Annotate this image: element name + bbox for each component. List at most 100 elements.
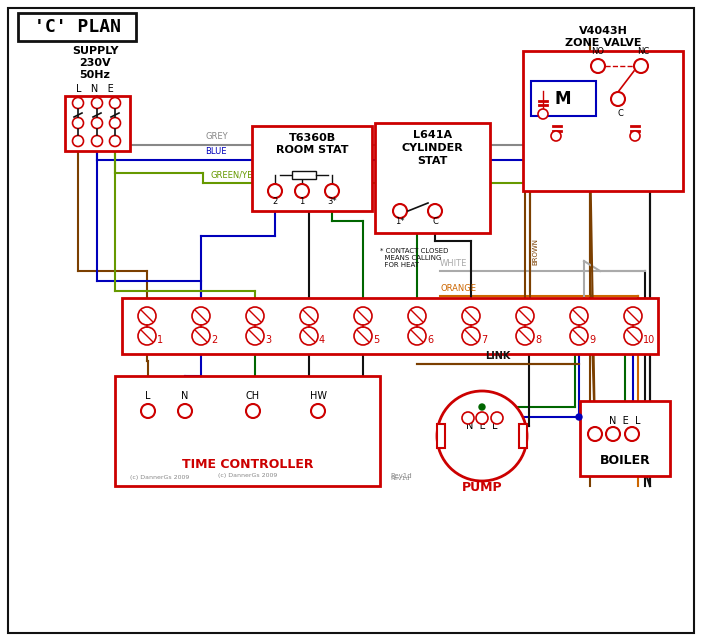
Circle shape — [462, 327, 480, 345]
Circle shape — [72, 97, 84, 108]
Text: BLUE: BLUE — [205, 147, 227, 156]
Text: (c) DannerGs 2009: (c) DannerGs 2009 — [130, 476, 190, 481]
Bar — [292, 171, 316, 179]
Text: NO: NO — [592, 47, 604, 56]
Text: V4043H: V4043H — [578, 26, 628, 36]
Text: 3*: 3* — [327, 197, 337, 206]
Circle shape — [611, 92, 625, 106]
Text: C: C — [617, 109, 623, 118]
Text: 9: 9 — [589, 335, 595, 345]
Text: 6: 6 — [427, 335, 433, 345]
Bar — [531, 81, 596, 116]
Text: PUMP: PUMP — [462, 481, 503, 494]
Circle shape — [624, 307, 642, 325]
Text: ZONE VALVE: ZONE VALVE — [564, 38, 641, 48]
Circle shape — [246, 307, 264, 325]
Circle shape — [138, 307, 156, 325]
Circle shape — [462, 412, 474, 424]
Circle shape — [624, 327, 642, 345]
Circle shape — [311, 404, 325, 418]
Text: 1*: 1* — [395, 217, 405, 226]
Circle shape — [437, 391, 527, 481]
Text: N  E  L: N E L — [609, 416, 641, 426]
Bar — [523, 51, 683, 191]
Circle shape — [551, 131, 561, 141]
Text: CH: CH — [246, 391, 260, 401]
Bar — [519, 424, 527, 448]
Bar — [252, 126, 372, 211]
Bar — [65, 96, 130, 151]
Circle shape — [630, 131, 640, 141]
Circle shape — [300, 307, 318, 325]
Circle shape — [178, 404, 192, 418]
Circle shape — [479, 404, 485, 410]
Text: 5: 5 — [373, 335, 379, 345]
Bar — [437, 424, 445, 448]
Circle shape — [91, 117, 102, 128]
Text: 1: 1 — [299, 197, 305, 206]
Text: 50Hz: 50Hz — [79, 70, 110, 80]
Circle shape — [300, 327, 318, 345]
Circle shape — [428, 204, 442, 218]
Text: ROOM STAT: ROOM STAT — [276, 145, 348, 155]
Circle shape — [72, 117, 84, 128]
Text: Rev1d: Rev1d — [390, 476, 409, 481]
Circle shape — [462, 307, 480, 325]
Text: ORANGE: ORANGE — [440, 284, 476, 293]
Text: L   N   E: L N E — [76, 84, 114, 94]
Circle shape — [246, 404, 260, 418]
Text: L641A: L641A — [413, 130, 452, 140]
Circle shape — [268, 184, 282, 198]
Circle shape — [606, 427, 620, 441]
Circle shape — [325, 184, 339, 198]
Circle shape — [192, 307, 210, 325]
Circle shape — [110, 135, 121, 147]
Text: * CONTACT CLOSED
  MEANS CALLING
  FOR HEAT: * CONTACT CLOSED MEANS CALLING FOR HEAT — [380, 248, 449, 268]
Text: 2: 2 — [211, 335, 217, 345]
Text: 10: 10 — [643, 335, 655, 345]
Bar — [580, 401, 670, 476]
Circle shape — [516, 327, 534, 345]
Circle shape — [538, 109, 548, 119]
Circle shape — [110, 97, 121, 108]
Bar — [115, 376, 380, 486]
Text: 3: 3 — [265, 335, 271, 345]
Text: N: N — [181, 391, 189, 401]
Circle shape — [576, 414, 582, 420]
Circle shape — [72, 135, 84, 147]
Text: LINK: LINK — [485, 351, 510, 361]
Text: STAT: STAT — [417, 156, 448, 166]
Text: 230V: 230V — [79, 58, 111, 68]
Text: L: L — [145, 391, 151, 401]
Text: TIME CONTROLLER: TIME CONTROLLER — [182, 458, 313, 470]
Text: WHITE: WHITE — [440, 259, 468, 268]
Circle shape — [625, 427, 639, 441]
Circle shape — [141, 404, 155, 418]
Text: NC: NC — [637, 47, 649, 56]
Circle shape — [246, 327, 264, 345]
Circle shape — [354, 327, 372, 345]
Circle shape — [393, 204, 407, 218]
Text: BOILER: BOILER — [600, 454, 650, 467]
Text: 'C' PLAN: 'C' PLAN — [34, 18, 121, 36]
Circle shape — [634, 59, 648, 73]
Circle shape — [588, 427, 602, 441]
Text: 8: 8 — [535, 335, 541, 345]
Bar — [375, 123, 490, 233]
Circle shape — [91, 97, 102, 108]
Text: 4: 4 — [319, 335, 325, 345]
Text: T6360B: T6360B — [289, 133, 336, 143]
Text: GREEN/YELLOW: GREEN/YELLOW — [210, 170, 277, 179]
Text: 1: 1 — [157, 335, 163, 345]
Circle shape — [591, 59, 605, 73]
Text: C: C — [432, 217, 438, 226]
Text: GREY: GREY — [205, 132, 227, 141]
Text: SUPPLY: SUPPLY — [72, 46, 118, 56]
Bar — [18, 13, 136, 41]
Bar — [122, 298, 658, 354]
Circle shape — [295, 184, 309, 198]
Text: BROWN: BROWN — [532, 238, 538, 265]
Circle shape — [138, 327, 156, 345]
Circle shape — [91, 135, 102, 147]
Circle shape — [570, 307, 588, 325]
